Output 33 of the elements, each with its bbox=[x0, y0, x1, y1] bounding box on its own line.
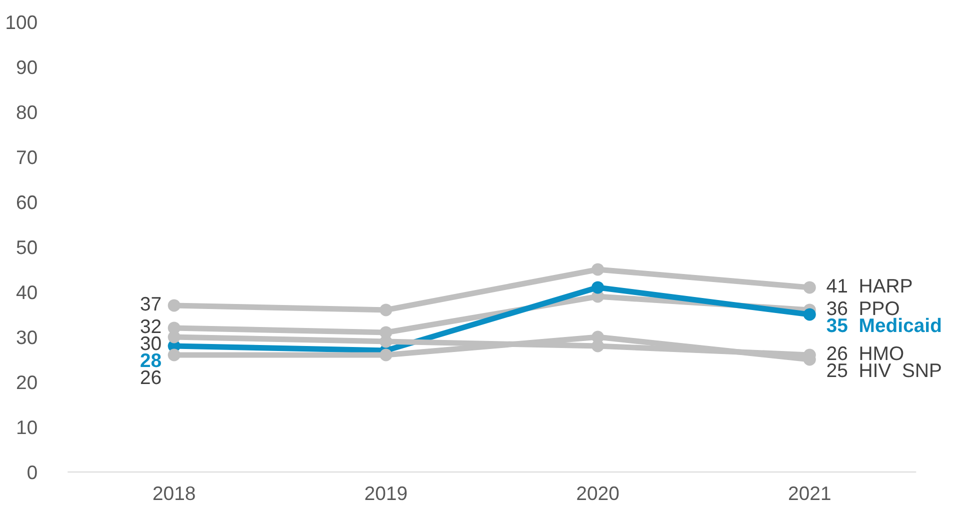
x-tick-label: 2020 bbox=[577, 486, 619, 500]
text: 41 HARP bbox=[826, 279, 912, 292]
text: 36 PPO bbox=[827, 301, 899, 316]
data-label: 28 bbox=[140, 353, 162, 368]
point bbox=[803, 308, 816, 321]
x-tick-label: 2019 bbox=[365, 486, 407, 500]
point bbox=[380, 304, 392, 316]
text: 35 Medicaid bbox=[826, 318, 941, 332]
y-tick-label: 0 bbox=[28, 465, 37, 480]
data-label: 37 bbox=[140, 296, 161, 311]
point bbox=[168, 348, 180, 362]
y-tick-label: 10 bbox=[17, 420, 37, 434]
y-tick-label: 40 bbox=[16, 285, 37, 300]
point bbox=[592, 263, 604, 276]
y-tick-label: 80 bbox=[16, 105, 37, 120]
point bbox=[592, 281, 604, 294]
y-tick-label: 20 bbox=[16, 375, 37, 390]
data-label: 32 bbox=[140, 319, 161, 334]
y-tick-label: 30 bbox=[16, 330, 37, 344]
point bbox=[380, 348, 392, 362]
y-tick-label: 90 bbox=[16, 60, 37, 74]
point bbox=[168, 299, 180, 312]
text: 26 HMO bbox=[827, 346, 904, 360]
x-tick-label: 2018 bbox=[153, 486, 195, 500]
text: 25 HIV SNP bbox=[827, 363, 941, 378]
y-tick-label: 70 bbox=[16, 150, 37, 164]
data-label: 30 bbox=[140, 336, 161, 350]
x-tick-label: 2021 bbox=[788, 486, 830, 500]
data-label: 26 bbox=[140, 370, 161, 384]
y-tick-label: 100 bbox=[6, 15, 37, 30]
point bbox=[803, 281, 816, 294]
y-tick-label: 60 bbox=[16, 195, 37, 210]
y-tick-label: 50 bbox=[16, 240, 37, 254]
